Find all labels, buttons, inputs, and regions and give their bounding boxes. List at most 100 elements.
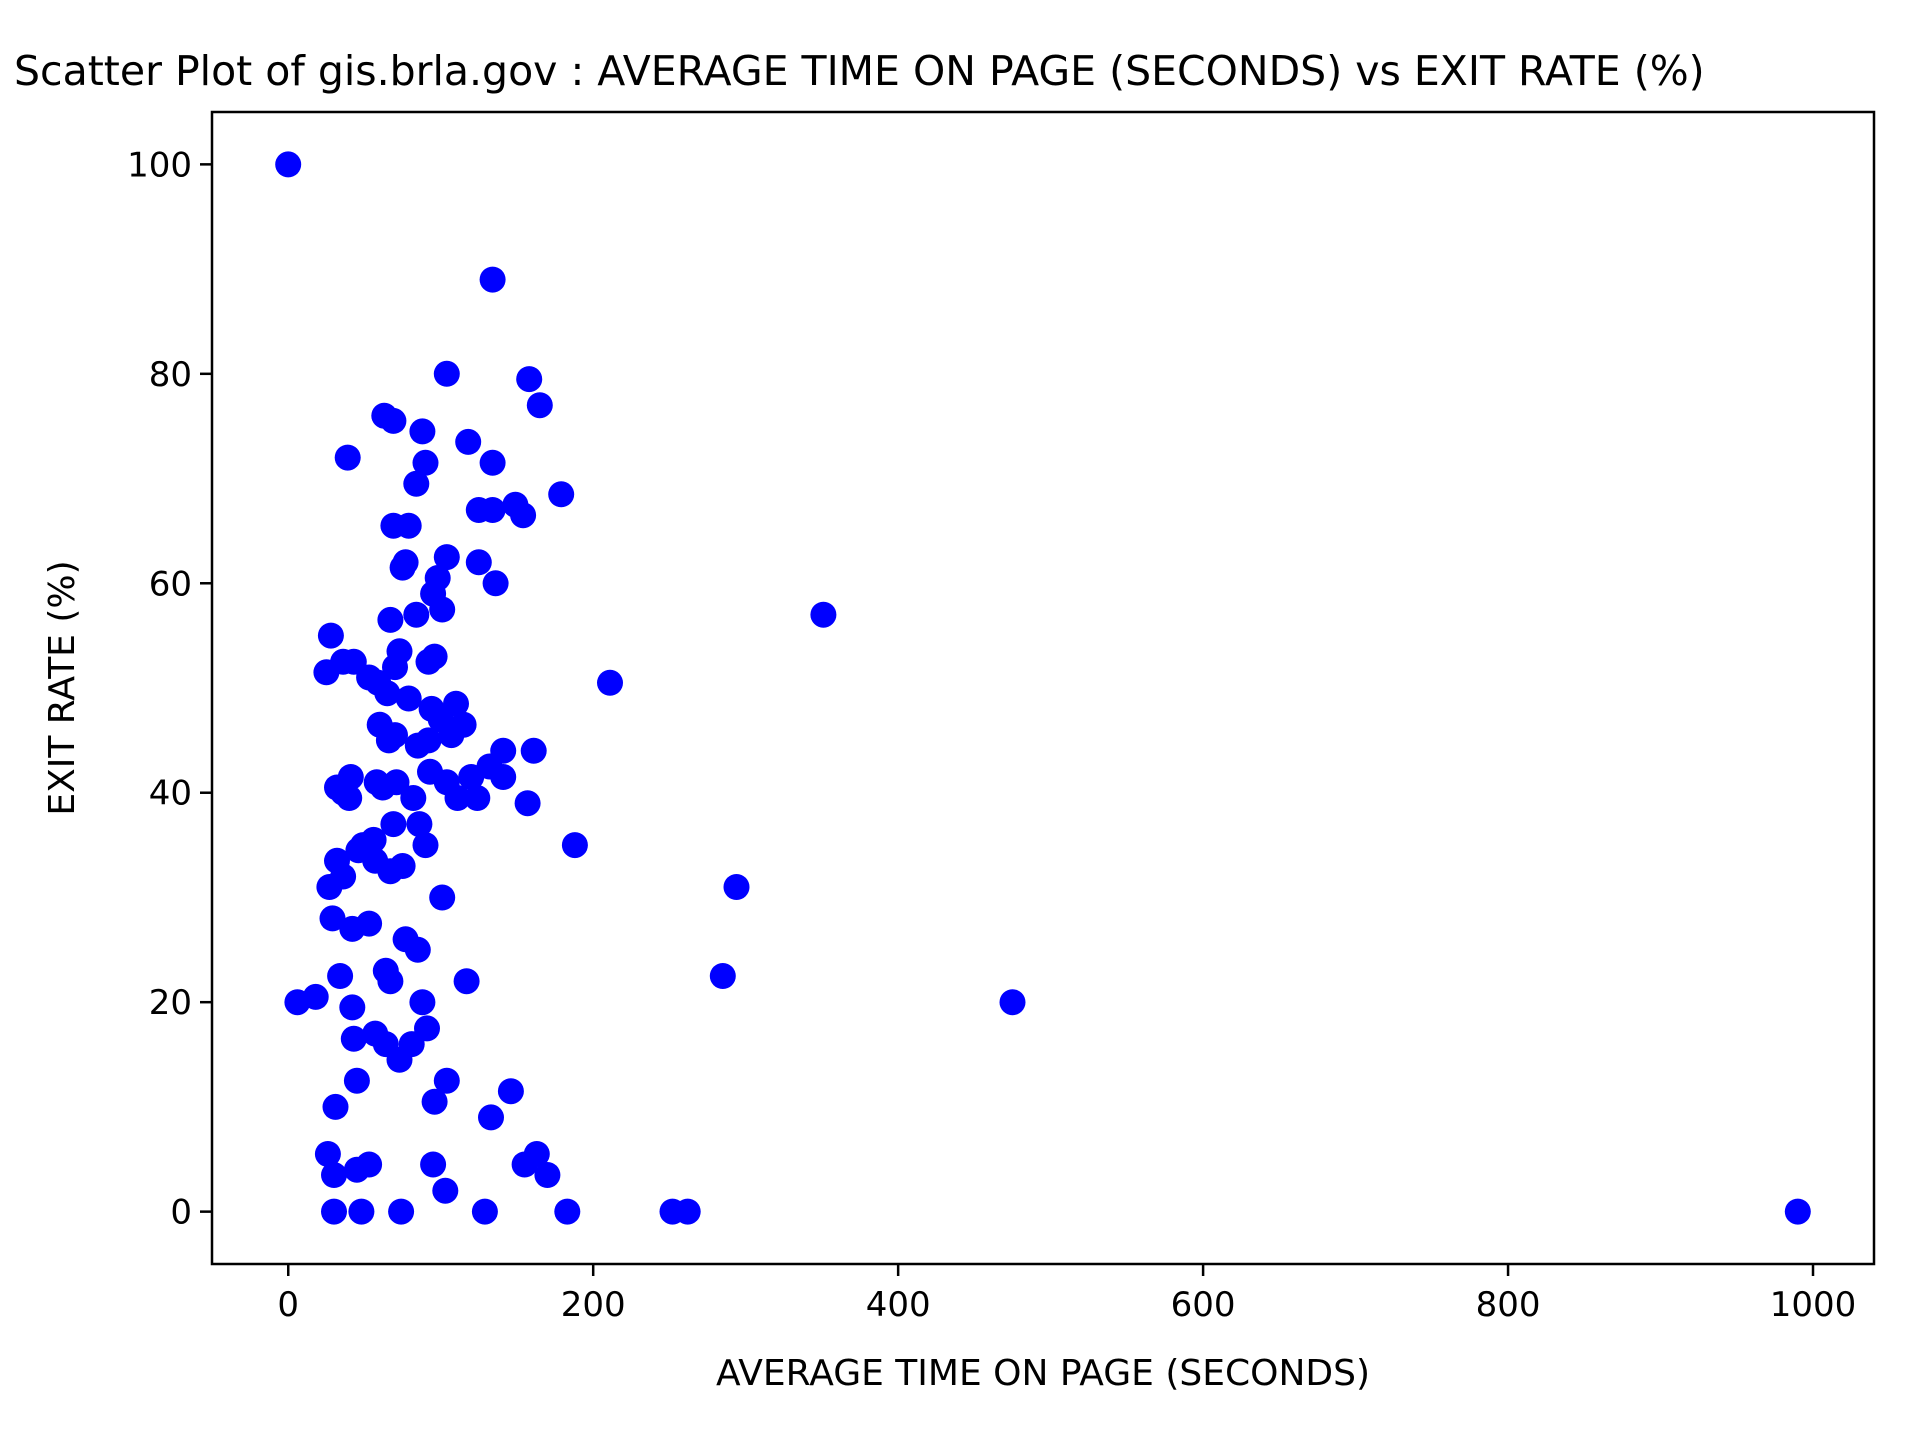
data-point	[403, 601, 430, 628]
data-point	[526, 392, 553, 419]
data-point	[321, 1198, 347, 1225]
data-point	[322, 1093, 349, 1120]
data-point	[369, 774, 396, 801]
data-point	[420, 1151, 447, 1178]
data-point	[317, 622, 344, 649]
data-point	[429, 596, 456, 623]
data-point	[520, 737, 547, 764]
data-point	[479, 497, 506, 523]
data-point	[380, 811, 407, 838]
data-point	[302, 983, 329, 1010]
data-point	[554, 1198, 581, 1225]
data-point	[377, 606, 404, 633]
data-point	[810, 601, 837, 628]
data-point	[321, 1162, 347, 1188]
data-point	[548, 481, 575, 508]
y-axis-label: EXIT RATE (%)	[42, 560, 83, 815]
y-tick-label: 20	[149, 983, 192, 1023]
data-point	[377, 858, 404, 885]
data-points	[275, 151, 1811, 1225]
data-point	[433, 1067, 460, 1094]
y-tick-label: 100	[127, 145, 192, 185]
data-point	[375, 727, 402, 754]
data-point	[709, 963, 736, 989]
data-point	[336, 785, 363, 811]
plot-area-frame	[210, 110, 1876, 1266]
y-tick-label: 0	[170, 1193, 192, 1233]
data-point	[999, 989, 1026, 1016]
data-point	[433, 360, 460, 387]
data-point	[275, 151, 302, 178]
data-point	[339, 994, 366, 1021]
data-point	[514, 790, 541, 817]
x-axis-ticks: 0 200 400 600 800 1000	[277, 1264, 1856, 1325]
y-tick-label: 80	[149, 355, 192, 395]
data-point	[412, 832, 439, 859]
data-point	[497, 1078, 524, 1105]
data-point	[382, 654, 408, 681]
y-tick-label: 40	[149, 774, 192, 814]
data-point	[340, 1025, 367, 1052]
data-point	[403, 470, 430, 497]
data-point	[433, 544, 460, 571]
data-point	[511, 1151, 538, 1178]
data-point	[723, 874, 750, 900]
data-point	[348, 1198, 375, 1225]
data-point	[377, 968, 404, 995]
y-tick-label: 60	[149, 564, 192, 604]
data-point	[674, 1198, 701, 1225]
x-tick-label: 0	[277, 1285, 299, 1325]
x-tick-label: 400	[866, 1285, 931, 1325]
data-point	[400, 785, 427, 811]
data-point	[392, 549, 419, 576]
data-point	[409, 989, 436, 1016]
data-point	[482, 570, 509, 597]
data-point	[471, 1198, 498, 1225]
data-point	[395, 685, 422, 712]
x-tick-label: 600	[1171, 1285, 1236, 1325]
data-point	[412, 449, 439, 476]
data-point	[432, 1177, 459, 1204]
data-point	[380, 407, 407, 434]
data-point	[421, 1088, 448, 1115]
data-point	[464, 785, 491, 811]
data-point	[429, 884, 456, 911]
data-point	[444, 785, 471, 811]
data-point	[386, 1046, 413, 1073]
x-axis-label: AVERAGE TIME ON PAGE (SECONDS)	[716, 1353, 1370, 1394]
data-point	[478, 1104, 504, 1131]
data-point	[406, 811, 433, 838]
x-tick-label: 200	[561, 1285, 626, 1325]
data-point	[343, 1156, 370, 1183]
x-tick-label: 1000	[1770, 1285, 1857, 1325]
data-point	[339, 915, 366, 942]
data-point	[1784, 1198, 1811, 1225]
data-point	[597, 669, 623, 696]
data-point	[395, 512, 422, 539]
data-point	[374, 680, 401, 707]
data-point	[455, 428, 482, 455]
data-point	[314, 1141, 341, 1167]
data-point	[479, 266, 506, 293]
data-point	[343, 1067, 370, 1094]
data-point	[438, 722, 465, 749]
data-point	[465, 549, 492, 576]
data-point	[319, 905, 346, 932]
data-point	[479, 449, 506, 476]
data-point	[404, 732, 431, 759]
data-point	[409, 418, 436, 445]
data-point	[415, 648, 442, 675]
data-point	[561, 832, 588, 859]
data-point	[334, 444, 361, 471]
data-point	[327, 963, 354, 989]
y-axis-ticks: 0 20 40 60 80 100	[127, 145, 212, 1233]
data-point	[313, 659, 340, 686]
data-point	[510, 502, 537, 529]
x-tick-label: 800	[1476, 1285, 1541, 1325]
data-point	[534, 1162, 561, 1188]
data-point	[388, 1198, 415, 1225]
data-point	[476, 753, 503, 780]
data-point	[404, 936, 431, 963]
chart-title: Scatter Plot of gis.brla.gov : AVERAGE T…	[14, 47, 1705, 95]
